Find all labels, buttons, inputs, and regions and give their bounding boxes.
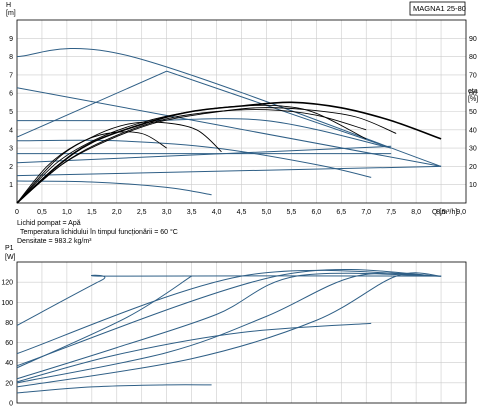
p1-power-curve [16, 269, 442, 367]
qh-y2-tick-label: 60 [469, 91, 477, 98]
qh-y-tick-label: 2 [9, 164, 13, 171]
p1-y-tick-label: 60 [5, 340, 13, 347]
qh-y2-tick-label: 70 [469, 72, 477, 79]
qh-x-tick-label: 6,0 [311, 209, 321, 216]
qh-x-tick-label: 1,0 [62, 209, 72, 216]
p1-power-curve [16, 272, 442, 380]
qh-x-tick-label: 4,5 [237, 209, 247, 216]
qh-y2-tick-label: 50 [469, 109, 477, 116]
p1-y-tick-label: 120 [1, 280, 13, 287]
qh-system-curve [16, 70, 392, 149]
p1-power-curve [16, 274, 442, 326]
qh-y-tick-label: 7 [9, 72, 13, 79]
p1-power-curve [16, 272, 442, 384]
qh-x-tick-label: 9,0 [456, 209, 466, 216]
qh-y2-tick-label: 40 [469, 127, 477, 134]
p1-ticks: 0 20 40 60 80 100 120 [1, 280, 13, 408]
qh-x-tick-label: 5,0 [262, 209, 272, 216]
qh-y-tick-label: 1 [9, 182, 13, 189]
p1-y-tick-label: 80 [5, 320, 13, 327]
qh-y-tick-label: 4 [9, 127, 13, 134]
qh-x-tick-label: 8,5 [436, 209, 446, 216]
qh-x-tick-label: 1,5 [87, 209, 97, 216]
p1-power-curve [16, 272, 442, 388]
qh-y-tick-label: 3 [9, 146, 13, 153]
qh-pump-curve [16, 180, 212, 196]
qh-x-tick-label: 2,5 [137, 209, 147, 216]
qh-efficiency-curve [16, 121, 222, 204]
qh-y2-tick-label: 30 [469, 146, 477, 153]
p1-power-curve [16, 384, 212, 394]
p1-power-curve [16, 322, 372, 383]
qh-x-tick-label: 0,5 [37, 209, 47, 216]
qh-y-tick-label: 6 [9, 91, 13, 98]
qh-ticks: 0 0,5 1,0 1,5 2,0 2,5 3,0 3,5 4,0 4,5 5,0 5,5 6,0 6,5… [9, 36, 477, 216]
note-temperature: Temperatura lichidului în timpul funcțio… [20, 228, 178, 236]
qh-y-unit: [m] [6, 10, 16, 17]
qh-y2-tick-label: 20 [469, 164, 477, 171]
qh-grid [17, 20, 466, 203]
qh-efficiency-curve [16, 131, 167, 204]
p1-y-tick-label: 40 [5, 360, 13, 367]
qh-pump-curve [16, 87, 442, 167]
qh-curves [16, 47, 442, 204]
qh-y2-tick-label: 80 [469, 54, 477, 61]
p1-y-tick-label: 0 [9, 401, 13, 408]
p1-power-curve [16, 275, 192, 369]
p1-y-label: P1 [5, 245, 14, 252]
qh-x-tick-label: 6,5 [336, 209, 346, 216]
note-density: Densitate = 983.2 kg/m³ [17, 238, 92, 245]
qh-efficiency-curve [16, 109, 367, 204]
p1-y-tick-label: 20 [5, 380, 13, 387]
qh-x-tick-label: 7,0 [361, 209, 371, 216]
model-box [409, 1, 466, 16]
qh-y-tick-label: 8 [9, 54, 13, 61]
p1-y-unit: [W] [5, 254, 16, 261]
qh-x-tick-label: 2,0 [112, 209, 122, 216]
qh-y2-tick-label: 10 [469, 182, 477, 189]
qh-x-tick-label: 3,5 [187, 209, 197, 216]
note-liquid: Lichid pompat = Apă [17, 220, 81, 227]
qh-x-tick-label: 0 [15, 209, 19, 216]
qh-x-tick-label: 7,5 [386, 209, 396, 216]
qh-x-tick-label: 5,5 [287, 209, 297, 216]
qh-x-tick-label: 4,0 [212, 209, 222, 216]
qh-y-label: H [6, 2, 11, 9]
qh-system-curve [16, 165, 442, 177]
qh-x-label: Q [m³/h] [432, 209, 457, 216]
qh-x-tick-label: 8,0 [411, 209, 421, 216]
qh-y2-unit: [%] [468, 96, 478, 103]
qh-pump-curve [16, 118, 392, 149]
qh-system-curve [16, 145, 392, 164]
qh-pump-curve [16, 47, 442, 167]
qh-efficiency-curve [16, 107, 397, 204]
model-label: MAGNA1 25-80 [413, 4, 466, 13]
qh-pump-curve [16, 139, 372, 178]
qh-y2-tick-label: 90 [469, 36, 477, 43]
qh-y-tick-label: 5 [9, 109, 13, 116]
p1-frame [16, 261, 467, 404]
qh-y-tick-label: 9 [9, 36, 13, 43]
qh-x-tick-label: 3,0 [162, 209, 172, 216]
p1-y-tick-label: 100 [1, 300, 13, 307]
p1-curves [16, 269, 442, 394]
qh-frame [16, 19, 467, 204]
qh-y2-label: eta [468, 88, 478, 95]
